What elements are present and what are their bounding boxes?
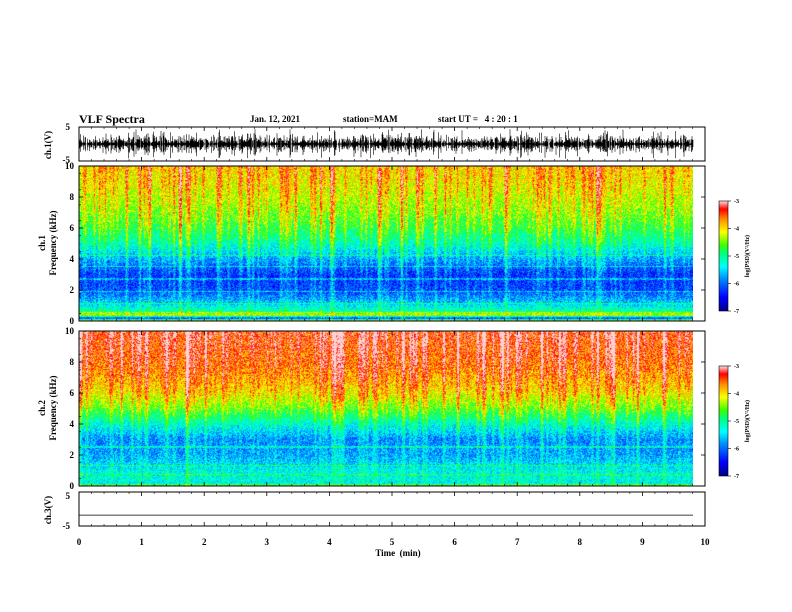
waveform-path	[78, 129, 694, 159]
colorbar-tick-label-1-4: -7	[734, 309, 739, 315]
x-tick-label-6: 6	[452, 537, 457, 547]
ch2-spectrogram-ticks	[78, 330, 706, 487]
colorbar-ch1-label: log(PSD)(V²/Hz)	[744, 235, 751, 277]
x-tick-label-3: 3	[265, 537, 270, 547]
ytick-label-1-2: 4	[70, 254, 75, 264]
colorbar-tick-label-2-0: -3	[734, 364, 739, 370]
colorbar-tick-label-1-3: -6	[734, 282, 739, 288]
colorbar-ch2-ticks: -3 -4 -5 -6 -7	[728, 364, 739, 480]
ch1-spectrogram-ytick-labels: 0 2 4 6 8 10	[65, 161, 75, 326]
ch3-ytick-top: 5	[66, 491, 71, 501]
x-axis-label: Time (min)	[375, 548, 420, 558]
chart-station: station=MAM	[343, 114, 398, 124]
ch1-waveform-ticks	[78, 126, 706, 162]
x-tick-label-1: 1	[139, 537, 144, 547]
ch2-spectrogram-image	[79, 331, 693, 486]
colorbar-ch2-gradient	[719, 366, 728, 476]
ch1-ytick-bottom: -5	[63, 155, 71, 165]
ytick-label-2-3: 6	[70, 388, 75, 398]
ytick-label-2-1: 2	[70, 450, 75, 460]
panel-ch1-waveform: 5 -5 ch.1(V)	[43, 122, 706, 165]
ytick-label-2-0: 0	[70, 481, 75, 491]
x-tick-label-4: 4	[327, 537, 332, 547]
ch1-spectrogram-ylabel: Frequency (kHz)	[48, 210, 58, 275]
chart-start-ut: start UT = 4 : 20 : 1	[438, 114, 518, 124]
x-tick-label-0: 0	[77, 537, 82, 547]
ch3-ytick-bottom: -5	[63, 521, 71, 531]
ch2-spectrogram-ylabel: Frequency (kHz)	[48, 375, 58, 440]
ch1-ytick-top: 5	[66, 122, 71, 132]
panel-ch2-spectrogram: 0 2 4 6 8 10 ch.2 Frequency (kHz) -3 -4 -5 -6 -7 …	[37, 326, 751, 491]
colorbar-tick-label-2-1: -4	[734, 392, 739, 398]
colorbar-tick-label-2-3: -6	[734, 447, 739, 453]
ytick-label-1-3: 6	[70, 223, 75, 233]
colorbar-tick-label-1-1: -4	[734, 227, 739, 233]
ytick-label-1-4: 8	[70, 192, 75, 202]
colorbar-tick-label-2-2: -5	[734, 419, 739, 425]
x-tick-label-5: 5	[390, 537, 395, 547]
ch1-spectrogram-ticks	[78, 165, 706, 322]
ytick-label-2-4: 8	[70, 357, 75, 367]
panel-ch3-waveform: 5 -5 ch.3(V)	[43, 491, 706, 531]
chart-date: Jan. 12, 2021	[250, 114, 301, 124]
x-axis-tick-labels: 0 1 2 3 4 5 6 7 8 9 10	[77, 537, 710, 547]
colorbar-ch1-gradient	[719, 201, 728, 311]
ytick-label-1-0: 0	[70, 316, 75, 326]
x-tick-label-8: 8	[578, 537, 583, 547]
ch3-waveform-ticks	[78, 491, 706, 527]
ch2-spectrogram-ytick-labels: 0 2 4 6 8 10	[65, 326, 75, 491]
ytick-label-2-5: 10	[65, 326, 75, 336]
ytick-label-1-1: 2	[70, 285, 75, 295]
ytick-label-1-5: 10	[65, 161, 75, 171]
ch1-waveform-ylabel: ch.1(V)	[43, 131, 53, 159]
ch1-spectrogram-image	[79, 166, 693, 321]
panel-ch3-waveform-frame	[78, 491, 706, 527]
ch3-waveform-ylabel: ch.3(V)	[43, 496, 53, 524]
ch2-spectrogram-ylabel-top: ch.2	[37, 400, 47, 416]
colorbar-tick-label-1-2: -5	[734, 254, 739, 260]
colorbar-tick-label-1-0: -3	[734, 199, 739, 205]
colorbar-ch2-label: log(PSD)(V²/Hz)	[744, 400, 751, 442]
colorbar-ch1-ticks: -3 -4 -5 -6 -7	[728, 199, 739, 315]
ch1-spectrogram-ylabel-top: ch.1	[37, 235, 47, 251]
colorbar-ch2: -3 -4 -5 -6 -7 log(PSD)(V²/Hz)	[718, 364, 751, 480]
x-tick-label-7: 7	[515, 537, 520, 547]
ytick-label-2-2: 4	[70, 419, 75, 429]
panel-ch1-spectrogram: 0 2 4 6 8 10 ch.1 Frequency (kHz) -3 -4 -5 -6 -7 …	[37, 161, 751, 326]
x-tick-label-9: 9	[640, 537, 645, 547]
x-tick-label-2: 2	[202, 537, 207, 547]
x-tick-label-10: 10	[701, 537, 711, 547]
chart-title: VLF Spectra	[79, 112, 145, 126]
ch1-waveform-trace	[78, 129, 694, 159]
colorbar-tick-label-2-4: -7	[734, 474, 739, 480]
colorbar-ch1: -3 -4 -5 -6 -7 log(PSD)(V²/Hz)	[718, 199, 751, 315]
